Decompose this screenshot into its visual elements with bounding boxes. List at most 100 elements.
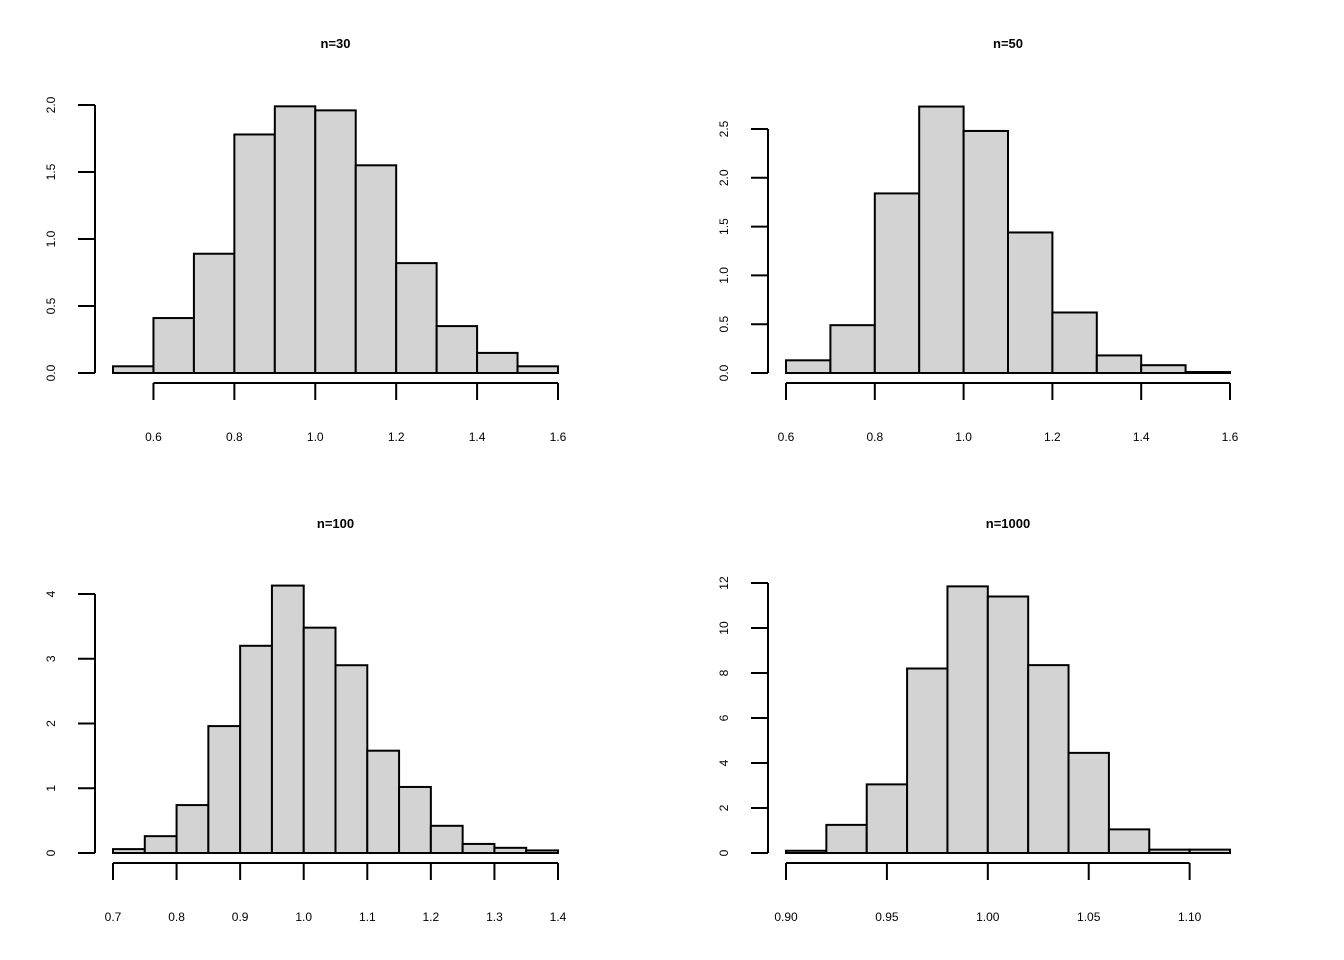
histogram-bar (429, 824, 464, 854)
histogram-bar (112, 848, 146, 854)
histogram-bar (476, 351, 519, 374)
x-tick-label: 1.05 (1077, 910, 1101, 924)
x-tick-label: 0.8 (226, 430, 243, 444)
y-tick-label: 2 (44, 720, 58, 727)
histogram-bar (962, 129, 1009, 374)
histogram-bar (395, 262, 438, 374)
panel-title: n=1000 (986, 516, 1030, 531)
histogram-bar (865, 783, 909, 854)
y-tick-label: 2.5 (717, 120, 731, 137)
x-tick-label: 0.6 (145, 430, 162, 444)
histogram-bar (829, 324, 876, 374)
panel-title: n=30 (321, 36, 351, 51)
histogram-bar (334, 664, 369, 854)
y-tick-label: 8 (717, 669, 731, 676)
y-tick-label: 0.5 (717, 316, 731, 333)
histogram-bar (516, 365, 560, 374)
histogram-bar (785, 359, 832, 375)
x-tick-label: 1.00 (976, 910, 1000, 924)
histogram-bar (825, 823, 868, 854)
histogram-bar (461, 842, 496, 854)
panel-n50: n=50 0.6 0.8 1.0 1.2 1.4 1.6 0.0 0.5 1.0 1.5 2.0 2.… (717, 36, 1239, 444)
y-tick-label: 4 (717, 759, 731, 766)
y-tick-label: 1.0 (717, 267, 731, 284)
x-tick-label: 0.6 (778, 430, 795, 444)
x-tick-label: 1.1 (359, 910, 376, 924)
panel-title: n=100 (317, 516, 354, 531)
y-tick-label: 1.5 (44, 163, 58, 180)
y-tick-label: 0.0 (717, 364, 731, 381)
x-tick-label: 0.9 (232, 910, 249, 924)
x-tick-label: 1.10 (1178, 910, 1202, 924)
histogram-bar (112, 365, 155, 374)
histogram-bar (1140, 364, 1187, 374)
histogram-bar (192, 252, 236, 375)
histogram-bar (366, 749, 401, 855)
y-tick-label: 4 (44, 590, 58, 597)
histogram-bar (302, 626, 337, 854)
histogram-bar (1027, 664, 1070, 854)
y-tick-label: 3 (44, 655, 58, 662)
x-tick-label: 1.4 (1133, 430, 1150, 444)
y-tick-label: 2.0 (717, 169, 731, 186)
panel-n1000: n=1000 0.90 0.95 1.00 1.05 1.10 0 2 4 6 8 10 12 (717, 516, 1231, 924)
x-tick-label: 1.2 (388, 430, 405, 444)
histogram-bar (906, 667, 949, 854)
histogram-bar (1067, 751, 1110, 854)
x-tick-label: 1.3 (486, 910, 503, 924)
x-tick-label: 0.8 (866, 430, 883, 444)
y-tick-label: 10 (717, 621, 731, 635)
x-tick-label: 1.2 (1044, 430, 1061, 444)
histogram-bar (239, 644, 273, 854)
histogram-bar (314, 109, 357, 375)
x-tick-label: 1.0 (295, 910, 312, 924)
y-tick-label: 0 (717, 849, 731, 856)
histogram-bar (233, 133, 276, 374)
x-tick-label: 1.4 (550, 910, 567, 924)
histogram-bar (1051, 311, 1098, 375)
x-tick-label: 1.4 (469, 430, 486, 444)
y-tick-label: 12 (717, 576, 731, 590)
histogram-bar (873, 192, 921, 374)
histogram-bar (207, 725, 242, 855)
histogram-bar (525, 849, 560, 854)
x-tick-label: 0.8 (168, 910, 185, 924)
histogram-bar (785, 849, 828, 854)
histogram-bar (986, 595, 1030, 854)
panel-n30: n=30 0.6 0.8 1.0 1.2 1.4 1.6 0.0 0.5 1.0 1.5 2.0 (44, 36, 567, 444)
histogram-bar (1184, 371, 1231, 374)
histogram-bar (946, 585, 989, 854)
histogram-bar (1188, 848, 1231, 854)
x-tick-label: 1.2 (423, 910, 440, 924)
y-tick-label: 1.5 (717, 218, 731, 235)
histogram-bar (398, 785, 432, 855)
histogram-bar (918, 105, 965, 374)
y-tick-label: 0 (44, 849, 58, 856)
histogram-bar (354, 164, 398, 374)
x-tick-label: 0.7 (105, 910, 122, 924)
histogram-bar (493, 846, 528, 855)
y-tick-label: 6 (717, 714, 731, 721)
y-tick-label: 1.0 (44, 230, 58, 247)
histogram-bar (175, 804, 210, 855)
histogram-bar (273, 105, 317, 374)
histogram-bar (435, 325, 479, 375)
y-tick-label: 1 (44, 785, 58, 792)
histogram-bar (270, 584, 305, 855)
panel-title: n=50 (993, 36, 1023, 51)
x-tick-label: 1.6 (550, 430, 567, 444)
x-tick-label: 0.95 (875, 910, 899, 924)
histogram-bar (1107, 828, 1151, 854)
y-tick-label: 2.0 (44, 96, 58, 113)
histogram-bar (152, 317, 195, 374)
x-tick-label: 1.0 (955, 430, 972, 444)
panel-n100: n=100 0.7 0.8 0.9 1.0 1.1 1.2 1.3 1.4 0 1 2 3 4 (44, 516, 567, 924)
histogram-bar (1095, 354, 1143, 375)
histogram-bar (143, 835, 178, 854)
x-tick-label: 1.0 (307, 430, 324, 444)
y-tick-label: 2 (717, 804, 731, 811)
histogram-bar (1148, 848, 1191, 854)
x-tick-label: 1.6 (1222, 430, 1239, 444)
x-tick-label: 0.90 (774, 910, 798, 924)
